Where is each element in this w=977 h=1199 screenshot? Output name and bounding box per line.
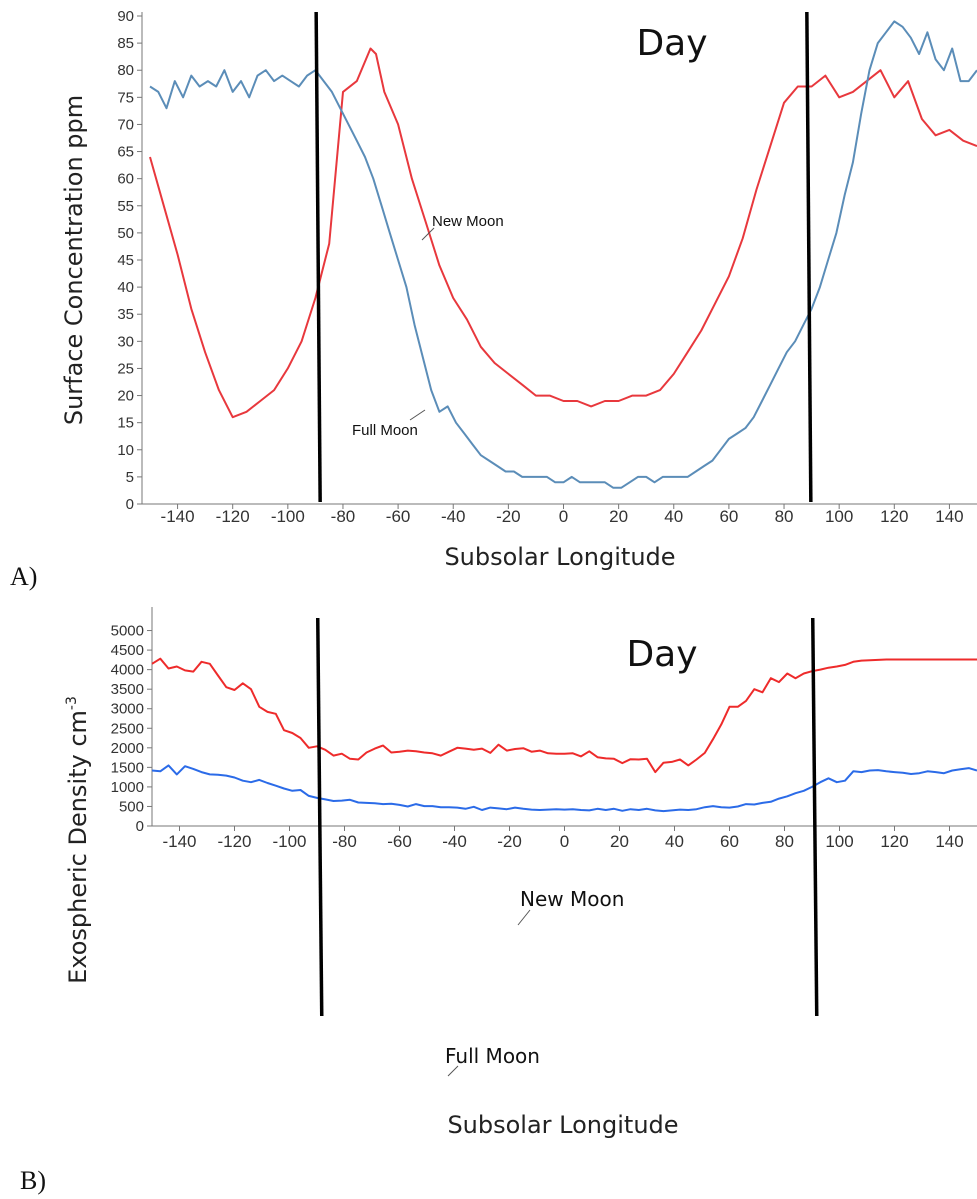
panel-b-new-moon-label: New Moon (520, 887, 624, 911)
panel-a-x-axis-title: Subsolar Longitude (444, 543, 675, 571)
panel-b-y-axis-title: Exospheric Density cm-3 (64, 696, 92, 984)
y-tick-label: 1500 (111, 759, 144, 776)
y-tick-label: 20 (117, 388, 134, 405)
panel-b-day-label: Day (626, 634, 697, 675)
x-tick-label: -80 (331, 507, 356, 526)
panel-a-chart: 0 5 10 15 20 25 30 35 40 45 50 55 60 65 70 75 80 85 90 -140… (10, 8, 977, 591)
x-tick-label: 0 (560, 832, 569, 851)
y-tick-label: 15 (117, 415, 134, 432)
y-tick-label: 0 (136, 818, 144, 835)
panel-a-y-axis-title: Surface Concentration ppm (60, 95, 88, 425)
x-tick-label: 140 (935, 507, 963, 526)
panel-b-y-axis-title-exponent: -3 (64, 696, 80, 710)
panel-a-full-moon-leader (409, 409, 426, 421)
day-boundary-line (316, 617, 324, 1017)
x-tick-label: -100 (271, 507, 305, 526)
x-tick-label: -60 (387, 832, 412, 851)
y-tick-label: 500 (119, 798, 144, 815)
day-boundary-line (811, 617, 819, 1017)
y-tick-label: 40 (117, 279, 134, 296)
x-tick-label: 40 (664, 507, 683, 526)
y-tick-label: 2000 (111, 740, 144, 757)
panel-b-labels: Subsolar Longitude Exospheric Density cm… (20, 634, 698, 1195)
x-tick-label: -120 (217, 832, 251, 851)
panel-a-day-boundaries (314, 11, 813, 503)
panel-a-labels: Subsolar Longitude Surface Concentration… (10, 23, 708, 591)
x-tick-label: -140 (161, 507, 195, 526)
y-tick-label: 90 (117, 8, 134, 25)
x-tick-label: 20 (610, 832, 629, 851)
x-tick-label: 120 (880, 832, 908, 851)
panel-b-y-axis-title-main: Exospheric Density cm (64, 710, 92, 984)
x-tick-label: 100 (825, 507, 853, 526)
full-moon-line (149, 20, 977, 489)
x-tick-label: 40 (665, 832, 684, 851)
panel-b-new-moon-leader (517, 909, 531, 926)
day-boundary-line (805, 11, 813, 503)
x-tick-label: 60 (719, 507, 738, 526)
y-tick-label: 2500 (111, 720, 144, 737)
x-tick-label: 60 (720, 832, 739, 851)
y-tick-label: 55 (117, 198, 134, 215)
y-tick-label: 0 (126, 496, 134, 513)
panel-b-x-axis-title: Subsolar Longitude (447, 1111, 678, 1139)
y-tick-label: 5 (126, 469, 134, 486)
x-tick-label: 120 (880, 507, 908, 526)
y-tick-label: 50 (117, 225, 134, 242)
panel-b-full-moon-label: Full Moon (445, 1044, 540, 1068)
panel-a-new-moon-label: New Moon (432, 213, 504, 230)
panel-b-series (151, 657, 977, 813)
y-tick-label: 45 (117, 252, 134, 269)
x-tick-label: 80 (775, 832, 794, 851)
y-tick-label: 3500 (111, 681, 144, 698)
y-tick-label: 70 (117, 116, 134, 133)
y-tick-label: 3000 (111, 701, 144, 718)
panel-a-new-moon-leader (421, 227, 435, 241)
x-tick-label: -20 (496, 507, 521, 526)
panel-a-day-label: Day (636, 23, 707, 64)
x-tick-label: 0 (559, 507, 568, 526)
y-tick-label: 75 (117, 89, 134, 106)
panel-b-full-moon-leader (447, 1065, 459, 1077)
x-tick-label: -100 (272, 832, 306, 851)
x-tick-label: 140 (935, 832, 963, 851)
y-tick-label: 60 (117, 171, 134, 188)
panel-a-letter: A) (10, 562, 37, 591)
y-tick-label: 25 (117, 360, 134, 377)
x-tick-label: -20 (497, 832, 522, 851)
y-tick-label: 10 (117, 442, 134, 459)
panel-b-chart: 0500100015002000250030003500400045005000… (20, 607, 977, 1195)
panel-a-series (149, 20, 977, 489)
y-tick-label: 35 (117, 306, 134, 323)
new-moon-line (149, 47, 977, 419)
y-tick-label: 1000 (111, 779, 144, 796)
x-tick-label: -140 (162, 832, 196, 851)
x-tick-label: 100 (825, 832, 853, 851)
full-moon-line (151, 764, 977, 813)
new-moon-line (151, 657, 977, 774)
y-tick-label: 5000 (111, 623, 144, 640)
x-tick-label: 20 (609, 507, 628, 526)
x-tick-label: -40 (441, 507, 466, 526)
x-tick-label: -120 (216, 507, 250, 526)
x-tick-label: 80 (775, 507, 794, 526)
x-tick-label: -80 (332, 832, 357, 851)
panel-b-letter: B) (20, 1166, 46, 1195)
y-tick-label: 30 (117, 333, 134, 350)
day-boundary-line (314, 11, 322, 503)
panel-a-full-moon-label: Full Moon (352, 422, 418, 439)
y-tick-label: 85 (117, 35, 134, 52)
y-tick-label: 65 (117, 144, 134, 161)
x-tick-label: -40 (442, 832, 467, 851)
x-tick-label: -60 (386, 507, 411, 526)
y-tick-label: 4000 (111, 662, 144, 679)
y-tick-label: 80 (117, 62, 134, 79)
y-tick-label: 4500 (111, 642, 144, 659)
panel-a-axes: 0 5 10 15 20 25 30 35 40 45 50 55 60 65 70 75 80 85 90 -140… (117, 8, 977, 526)
panel-b-day-boundaries (316, 617, 819, 1017)
panel-b-axes: 0500100015002000250030003500400045005000… (111, 607, 977, 851)
